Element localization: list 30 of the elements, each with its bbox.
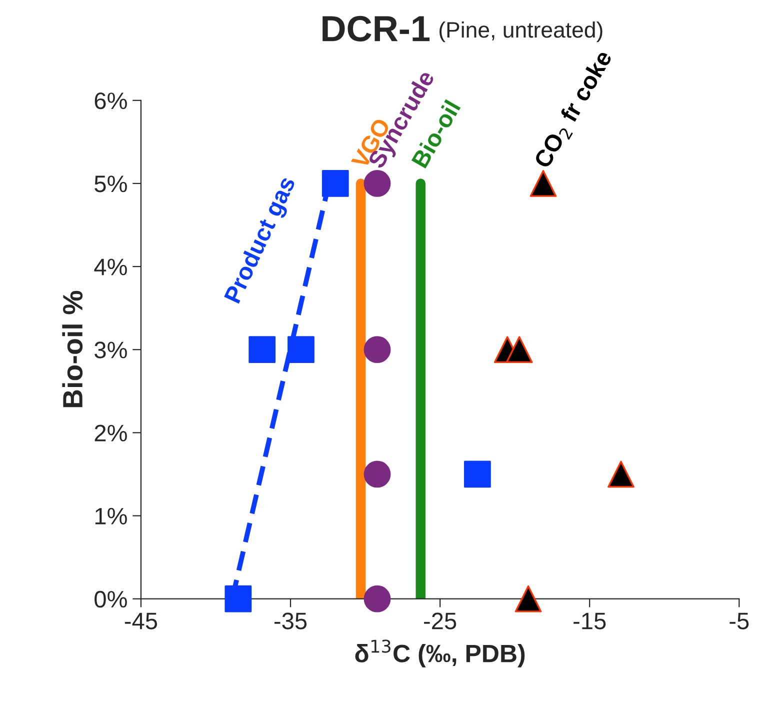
y-axis-title: Bio-oil % <box>62 290 83 408</box>
point <box>530 170 557 197</box>
y-tick-label: 5% <box>94 176 127 192</box>
point <box>364 336 391 364</box>
y-tick-label: 6% <box>94 92 127 110</box>
x-tick-label: -25 <box>424 612 456 630</box>
point <box>224 585 252 612</box>
chart-title: DCR-1 <box>322 16 430 42</box>
x-tick-label: -15 <box>574 612 606 630</box>
x-tick-label: -45 <box>124 612 158 630</box>
point <box>364 170 391 197</box>
x-tick-label: -35 <box>274 612 307 630</box>
x-tick-label: -5 <box>730 612 749 630</box>
point <box>514 585 542 612</box>
point <box>322 170 349 197</box>
point <box>248 336 276 364</box>
x-axis-title: δ$^{13}$C (‰, PDB) <box>355 640 525 668</box>
y-tick-label: 3% <box>94 342 127 358</box>
point <box>464 460 491 488</box>
y-tick-label: 1% <box>95 508 127 524</box>
point <box>506 336 533 364</box>
point <box>608 460 634 488</box>
chart-subtitle: (Pine, untreated) <box>440 21 602 42</box>
point <box>288 336 314 364</box>
y-tick-label: 4% <box>94 258 127 276</box>
point <box>364 585 391 612</box>
text: CO$_{2}$ fr coke <box>532 48 616 171</box>
y-tick-label: 0% <box>94 590 127 608</box>
y-tick-label: 2% <box>94 424 127 442</box>
point <box>364 460 391 488</box>
